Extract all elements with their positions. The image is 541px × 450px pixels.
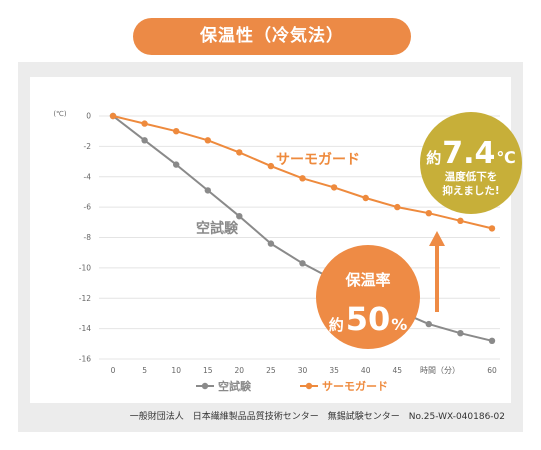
heat-retention-label: 保温率 bbox=[344, 271, 390, 289]
x-tick-label: 30 bbox=[298, 366, 308, 375]
x-axis-label: 時間（分） bbox=[420, 366, 460, 375]
data-point bbox=[267, 240, 275, 247]
y-axis-unit: (℃) bbox=[53, 110, 67, 118]
temperature-drop-value: 7.4 bbox=[442, 136, 495, 171]
series bbox=[109, 112, 496, 232]
x-tick-label: 35 bbox=[329, 366, 339, 375]
up-arrow-icon bbox=[429, 231, 445, 312]
temperature-drop-unit: ℃ bbox=[496, 148, 515, 167]
x-tick-label: 45 bbox=[393, 366, 403, 375]
legend-swatch-marker bbox=[201, 382, 209, 390]
data-point bbox=[488, 337, 496, 344]
heat-retention-value: 50 bbox=[346, 300, 391, 338]
x-tick-label: 60 bbox=[487, 366, 497, 375]
legend-item-blank-test: 空試験 bbox=[196, 379, 252, 393]
y-tick-label: -2 bbox=[84, 142, 92, 151]
data-point bbox=[141, 137, 148, 144]
heat-retention-value-line: 約50% bbox=[329, 300, 408, 338]
series-label-blank-test: 空試験 bbox=[196, 220, 239, 237]
y-tick-labels: 0 -2 -4 -6 -8 -10 -12 -14 -16 bbox=[79, 112, 91, 364]
x-tick-label: 15 bbox=[203, 366, 213, 375]
data-point bbox=[330, 184, 338, 191]
data-point bbox=[141, 120, 148, 127]
data-point bbox=[457, 330, 464, 337]
y-tick-label: -10 bbox=[79, 264, 91, 273]
y-tick-label: 0 bbox=[86, 112, 91, 121]
temperature-drop-callout: 約7.4℃ 温度低下を 抑えました! bbox=[420, 112, 522, 214]
y-tick-label: -12 bbox=[79, 294, 91, 303]
heat-retention-callout: 保温率 約50% bbox=[316, 245, 420, 349]
data-point bbox=[204, 137, 211, 144]
title-banner: 保温性（冷気法） bbox=[133, 18, 411, 55]
y-tick-label: -8 bbox=[84, 233, 92, 242]
data-point bbox=[457, 217, 464, 224]
data-point bbox=[236, 149, 243, 156]
y-tick-label: -14 bbox=[79, 324, 91, 333]
data-point bbox=[173, 161, 180, 168]
heat-retention-badge bbox=[316, 245, 420, 349]
chart-frame: 一般財団法人 日本繊維製品品質技術センター 無錫試験センター No.25-WX-… bbox=[18, 62, 523, 432]
temperature-drop-text-line2: 抑えました! bbox=[442, 184, 499, 197]
data-point bbox=[109, 112, 117, 120]
data-point bbox=[394, 203, 401, 211]
data-point bbox=[236, 213, 243, 220]
data-point bbox=[173, 128, 180, 135]
arrow-shaft bbox=[435, 245, 439, 312]
test-institution-footer: 一般財団法人 日本繊維製品品質技術センター 無錫試験センター No.25-WX-… bbox=[129, 412, 505, 422]
arrow-head bbox=[429, 231, 445, 246]
temperature-drop-prefix: 約 bbox=[426, 149, 441, 167]
x-tick-label: 20 bbox=[235, 366, 245, 375]
legend-label: サーモガード bbox=[322, 379, 388, 393]
x-tick-label: 5 bbox=[142, 366, 147, 375]
chart-title: 保温性（冷気法） bbox=[200, 26, 344, 46]
data-point bbox=[204, 187, 211, 194]
x-tick-label: 40 bbox=[361, 366, 371, 375]
series-label-thermoguard: サーモガード bbox=[276, 152, 360, 168]
x-tick-label: 10 bbox=[171, 366, 181, 375]
data-point bbox=[362, 194, 369, 202]
data-point bbox=[488, 225, 496, 232]
temperature-drop-badge bbox=[420, 112, 522, 214]
legend-label: 空試験 bbox=[218, 379, 252, 393]
data-point bbox=[425, 320, 432, 328]
x-tick-label: 25 bbox=[266, 366, 276, 375]
chart-panel bbox=[30, 77, 511, 403]
temperature-drop-text-line1: 温度低下を bbox=[445, 170, 498, 183]
legend-item-thermoguard: サーモガード bbox=[300, 379, 388, 393]
data-point bbox=[267, 162, 275, 170]
legend: 空試験 サーモガード bbox=[196, 379, 388, 393]
y-tick-label: -6 bbox=[84, 203, 92, 212]
x-tick-labels: 0 5 10 15 20 25 30 35 40 45 60 bbox=[111, 366, 497, 375]
heat-retention-prefix: 約 bbox=[329, 316, 344, 334]
legend-swatch-marker bbox=[305, 382, 313, 390]
y-tick-label: -16 bbox=[79, 355, 91, 364]
heat-retention-unit: % bbox=[391, 315, 407, 334]
temperature-drop-value-line: 約7.4℃ bbox=[426, 136, 516, 171]
data-point bbox=[299, 175, 306, 182]
data-point bbox=[299, 260, 306, 267]
y-tick-label: -4 bbox=[84, 172, 92, 181]
data-point bbox=[425, 210, 432, 217]
x-tick-label: 0 bbox=[111, 366, 116, 375]
